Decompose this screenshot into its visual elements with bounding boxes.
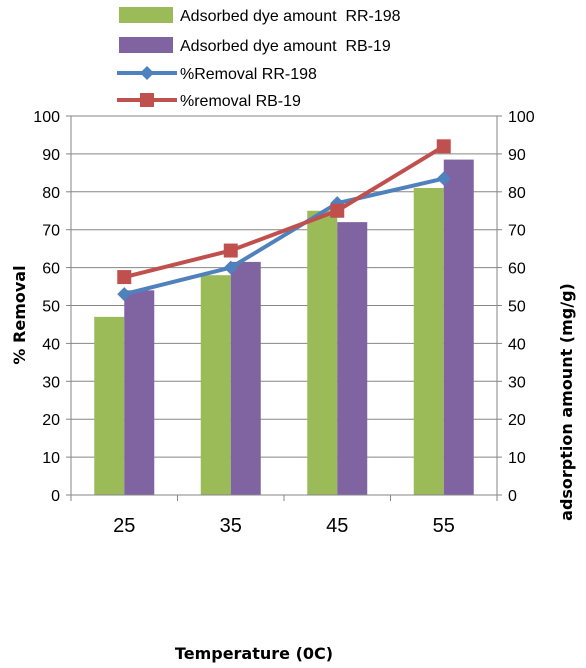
legend-marker--removal-rb-19 — [140, 93, 154, 107]
x-tick-label: 45 — [326, 515, 348, 537]
y-tick-label-right: 0 — [508, 488, 517, 505]
y-tick-label-left: 80 — [42, 185, 60, 202]
y-axis-title-right: adsorption amount (mg/g) — [557, 283, 576, 521]
point--removal-rr-198-35 — [223, 260, 238, 275]
y-tick-label-left: 20 — [42, 412, 60, 429]
legend-marker--removal-rr-198 — [140, 66, 154, 80]
legend-label--removal-rb-19: %removal RB-19 — [180, 93, 301, 110]
bar-adsorbed-dye-amount-rb-19-35 — [230, 261, 261, 495]
y-tick-label-right: 70 — [508, 223, 526, 240]
y-tick-label-right: 30 — [508, 374, 526, 391]
axes — [66, 115, 502, 501]
y-tick-label-right: 80 — [508, 185, 526, 202]
bar-adsorbed-dye-amount-rb-19-45 — [337, 222, 368, 495]
legend: Adsorbed dye amount RR-198 Adsorbed dye a… — [117, 7, 401, 110]
y-tick-label-right: 100 — [508, 109, 535, 126]
y-tick-label-left: 40 — [42, 336, 60, 353]
x-axis-title: Temperature (0C) — [175, 644, 333, 663]
bar-adsorbed-dye-amount-rr-198-35 — [200, 275, 231, 495]
y-axis-title-left: % Removal — [10, 265, 29, 364]
legend-label--removal-rr-198: %Removal RR-198 — [180, 66, 317, 83]
bar-adsorbed-dye-amount-rb-19-55 — [443, 159, 474, 495]
bar-adsorbed-dye-amount-rr-198-55 — [413, 188, 444, 495]
bar-adsorbed-dye-amount-rr-198-45 — [307, 210, 338, 495]
bar-adsorbed-dye-amount-rb-19-25 — [124, 290, 155, 495]
tick-labels: 0 0 10 10 20 20 30 30 40 40 50 50 60 60 70 70 80 80 90 90 10… — [33, 109, 535, 537]
point--removal-rr-198-55 — [436, 171, 451, 186]
point--removal-rr-198-25 — [117, 287, 132, 302]
x-tick-label: 35 — [220, 515, 242, 537]
bar-adsorbed-dye-amount-rr-198-25 — [94, 316, 125, 495]
line--removal-rb-19 — [123, 144, 445, 280]
line--removal-rr-198 — [123, 176, 445, 297]
bars — [94, 159, 474, 495]
y-tick-label-left: 50 — [42, 299, 60, 316]
x-tick-label: 55 — [433, 515, 455, 537]
y-tick-label-left: 90 — [42, 147, 60, 164]
legend-swatch-adsorbed-dye-amount-rb-19 — [119, 37, 173, 53]
y-tick-label-left: 60 — [42, 261, 60, 278]
point--removal-rb-19-35 — [223, 243, 238, 258]
legend-label-adsorbed-dye-amount-rb-19: Adsorbed dye amount RB-19 — [180, 38, 391, 55]
point--removal-rb-19-25 — [117, 270, 132, 285]
y-tick-label-left: 100 — [33, 109, 60, 126]
y-tick-label-right: 60 — [508, 261, 526, 278]
y-tick-label-right: 40 — [508, 336, 526, 353]
y-tick-label-left: 0 — [51, 488, 60, 505]
y-tick-label-left: 10 — [42, 450, 60, 467]
y-tick-label-left: 30 — [42, 374, 60, 391]
point--removal-rb-19-45 — [330, 203, 345, 218]
series-lines — [117, 139, 451, 302]
y-tick-label-right: 20 — [508, 412, 526, 429]
y-tick-label-right: 10 — [508, 450, 526, 467]
point--removal-rb-19-55 — [436, 139, 451, 154]
legend-swatch-adsorbed-dye-amount-rr-198 — [119, 7, 173, 23]
y-tick-label-left: 70 — [42, 223, 60, 240]
y-tick-label-right: 90 — [508, 147, 526, 164]
legend-label-adsorbed-dye-amount-rr-198: Adsorbed dye amount RR-198 — [180, 8, 401, 25]
y-tick-label-right: 50 — [508, 299, 526, 316]
x-tick-label: 25 — [113, 515, 135, 537]
